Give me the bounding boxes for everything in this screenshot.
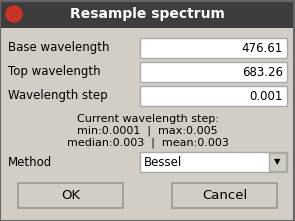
Bar — [140, 62, 287, 82]
Text: 0.001: 0.001 — [250, 90, 283, 103]
Text: Wavelength step: Wavelength step — [8, 90, 108, 103]
Text: Method: Method — [8, 156, 52, 168]
Text: Base wavelength: Base wavelength — [8, 42, 109, 55]
Bar — [0, 28, 295, 221]
Bar — [0, 0, 295, 28]
Text: 683.26: 683.26 — [242, 65, 283, 78]
Text: OK: OK — [61, 189, 80, 202]
Bar — [140, 152, 287, 172]
Text: Bessel: Bessel — [144, 156, 182, 168]
Bar — [269, 153, 286, 171]
Text: min:0.0001  |  max:0.005: min:0.0001 | max:0.005 — [77, 126, 218, 137]
Text: 476.61: 476.61 — [242, 42, 283, 55]
Bar — [172, 183, 277, 208]
Text: Current wavelength step:: Current wavelength step: — [77, 114, 218, 124]
Bar — [18, 183, 123, 208]
Text: Cancel: Cancel — [202, 189, 247, 202]
Text: Resample spectrum: Resample spectrum — [70, 7, 225, 21]
Text: median:0.003  |  mean:0.003: median:0.003 | mean:0.003 — [67, 138, 228, 149]
Text: Top wavelength: Top wavelength — [8, 65, 101, 78]
Bar — [140, 86, 287, 106]
Text: ✕: ✕ — [11, 10, 17, 19]
Text: ▼: ▼ — [274, 158, 280, 166]
Circle shape — [6, 6, 22, 22]
Bar — [140, 38, 287, 58]
